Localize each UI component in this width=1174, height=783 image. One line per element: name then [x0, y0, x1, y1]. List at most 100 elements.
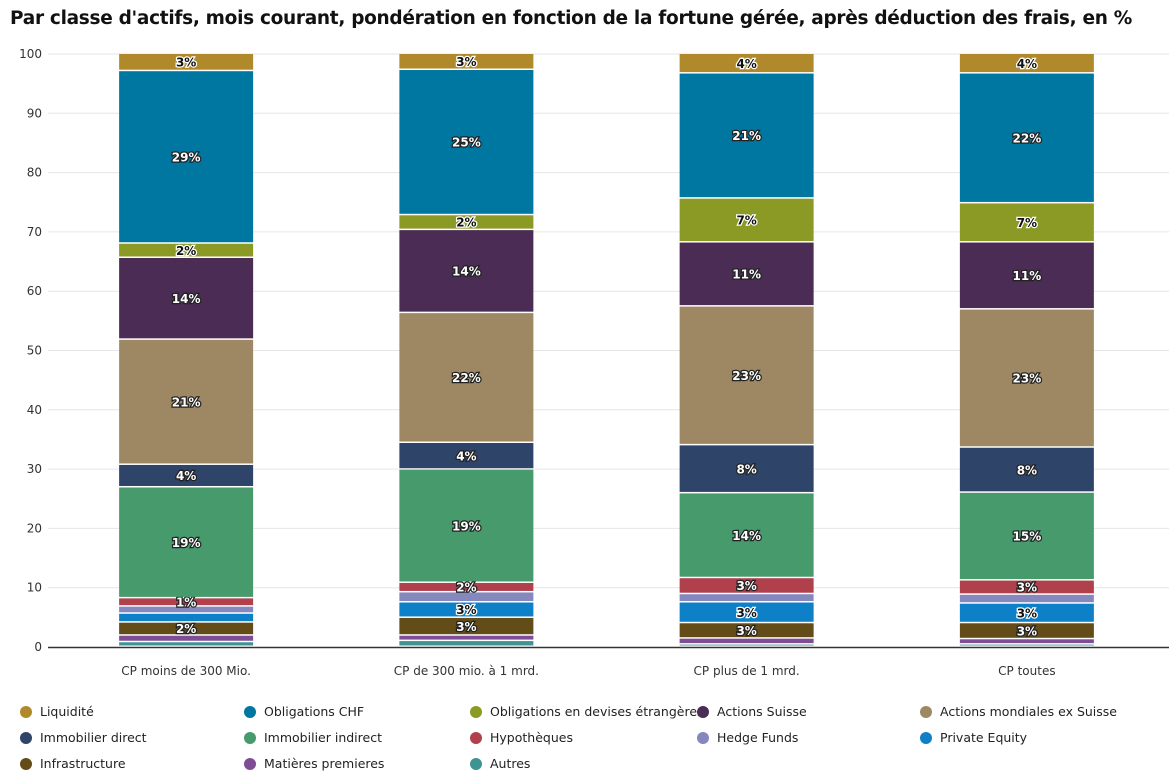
legend-label: Private Equity — [940, 730, 1028, 745]
data-label: 19% — [172, 536, 201, 550]
data-label: 25% — [452, 136, 481, 150]
legend-marker-icon — [20, 705, 32, 718]
bar-segment — [959, 644, 1094, 646]
y-tick-label: 0 — [34, 640, 42, 654]
bar-segment — [119, 606, 254, 613]
data-label: 2% — [456, 581, 476, 595]
bar-segment — [959, 623, 1094, 638]
legend-item[interactable]: Actions Suisse — [697, 704, 807, 719]
y-tick-label: 10 — [27, 581, 42, 595]
legend-label: Autres — [490, 756, 531, 771]
data-label: 1% — [176, 596, 196, 610]
legend-label: Infrastructure — [40, 756, 126, 771]
bar-segment — [119, 464, 254, 486]
data-label: 3% — [736, 624, 756, 638]
legend-item[interactable]: Immobilier indirect — [244, 730, 382, 745]
data-label: 7% — [736, 214, 756, 228]
legend-item[interactable]: Liquidité — [20, 704, 94, 719]
legend-item[interactable]: Private Equity — [920, 730, 1027, 745]
legend-marker-icon — [470, 731, 482, 744]
data-label: 4% — [1017, 57, 1037, 71]
legend-item[interactable]: Immobilier direct — [20, 730, 147, 745]
bar-segment — [399, 313, 534, 442]
legend-marker-icon — [20, 731, 32, 744]
legend-marker-icon — [244, 705, 256, 718]
bar-segment — [679, 445, 814, 492]
legend-label: Immobilier direct — [40, 730, 147, 745]
y-tick-label: 20 — [27, 521, 42, 535]
data-label: 11% — [1013, 269, 1042, 283]
legend-item[interactable]: Actions mondiales ex Suisse — [920, 704, 1117, 719]
bar-segment — [399, 592, 534, 602]
data-label: 2% — [176, 622, 196, 636]
data-label: 29% — [172, 150, 201, 164]
legend-marker-icon — [920, 705, 932, 718]
y-tick-label: 60 — [27, 284, 42, 298]
bar-segment — [119, 598, 254, 606]
legend-label: Actions mondiales ex Suisse — [940, 704, 1117, 719]
bar-segment — [959, 203, 1094, 242]
bar-segment — [959, 580, 1094, 594]
legend-marker-icon — [244, 731, 256, 744]
legend-item[interactable]: Infrastructure — [20, 756, 126, 771]
bar-segment — [119, 243, 254, 257]
data-label: 4% — [176, 469, 196, 483]
data-label: 3% — [176, 56, 196, 70]
bar-segment — [959, 242, 1094, 309]
data-label: 23% — [732, 369, 761, 383]
legend-marker-icon — [20, 757, 32, 770]
bar-segment — [119, 339, 254, 464]
legend-label: Immobilier indirect — [264, 730, 382, 745]
bar-segment — [959, 594, 1094, 603]
bar-segment — [679, 73, 814, 198]
x-tick-label: CP plus de 1 mrd. — [694, 664, 800, 678]
bar-segment — [679, 493, 814, 577]
legend-label: Hypothèques — [490, 730, 573, 745]
legend-item[interactable]: Hypothèques — [470, 730, 573, 745]
legend-label: Actions Suisse — [717, 704, 807, 719]
bar-segment — [399, 641, 534, 646]
bar-segment — [679, 594, 814, 602]
data-label: 21% — [732, 129, 761, 143]
legend-item[interactable]: Hedge Funds — [697, 730, 798, 745]
bar-segment — [959, 309, 1094, 447]
bar-segment — [399, 54, 534, 69]
data-label: 8% — [1017, 463, 1037, 477]
legend-label: Liquidité — [40, 704, 94, 719]
data-label: 14% — [452, 265, 481, 279]
data-label: 4% — [736, 57, 756, 71]
legend-item[interactable]: Obligations en devises étrangères — [470, 704, 704, 719]
y-tick-label: 40 — [27, 403, 42, 417]
legend-label: Obligations en devises étrangères — [490, 704, 704, 719]
data-label: 3% — [456, 55, 476, 69]
data-label: 3% — [736, 579, 756, 593]
bar-segment — [119, 257, 254, 339]
data-label: 14% — [732, 529, 761, 543]
data-label: 3% — [1017, 581, 1037, 595]
legend-item[interactable]: Obligations CHF — [244, 704, 364, 719]
data-label: 8% — [736, 462, 756, 476]
bar-segment — [399, 635, 534, 640]
y-tick-label: 80 — [27, 166, 42, 180]
data-label: 3% — [456, 620, 476, 634]
y-tick-label: 100 — [19, 47, 42, 61]
legend-item[interactable]: Matières premieres — [244, 756, 384, 771]
data-label: 2% — [456, 216, 476, 230]
data-label: 22% — [1013, 132, 1042, 146]
bar-segment — [399, 443, 534, 469]
legend-marker-icon — [470, 705, 482, 718]
legend-marker-icon — [244, 757, 256, 770]
bar-segment — [679, 54, 814, 73]
legend-item[interactable]: Autres — [470, 756, 530, 771]
bar-segment — [399, 215, 534, 229]
bar-segment — [959, 54, 1094, 73]
legend-marker-icon — [697, 705, 709, 718]
bar-segment — [119, 487, 254, 597]
bar-segment — [679, 578, 814, 593]
bar-segment — [959, 639, 1094, 644]
data-label: 2% — [176, 244, 196, 258]
bar-segment — [119, 635, 254, 641]
data-label: 3% — [736, 606, 756, 620]
legend-marker-icon — [920, 731, 932, 744]
bar-segment — [399, 617, 534, 635]
